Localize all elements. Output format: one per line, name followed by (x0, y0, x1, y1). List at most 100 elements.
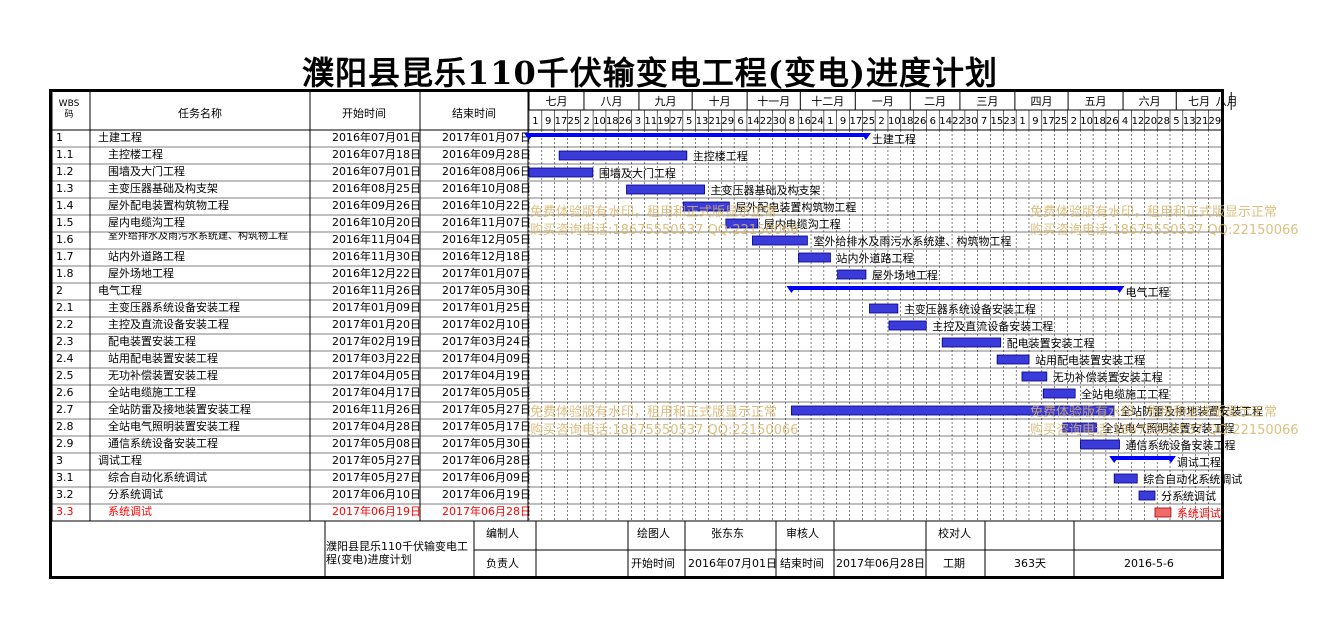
bar-label: 无功补偿装置安装工程 (1053, 370, 1163, 384)
day-label: 9 (840, 116, 846, 127)
footer-date: 2016-5-6 (1124, 557, 1174, 570)
bar-label: 调试工程 (1177, 456, 1221, 469)
task-end-date: 2017年04月09日 (442, 352, 531, 365)
day-label: 10 (1080, 116, 1093, 127)
task-wbs: 1.3 (56, 182, 74, 195)
day-label: 22 (952, 116, 965, 127)
day-label: 9 (545, 116, 551, 127)
footer-duration: 363天 (1014, 557, 1046, 570)
task-bar (941, 337, 1002, 348)
header-task-name: 任务名称 (178, 107, 222, 120)
footer-reviewer-label: 审核人 (786, 527, 819, 540)
task-start-date: 2017年03月22日 (332, 352, 421, 365)
task-start-date: 2016年10月20日 (332, 216, 421, 229)
task-wbs: 1.1 (56, 148, 74, 161)
bar-label: 站内外道路工程 (836, 251, 913, 265)
day-label: 13 (696, 116, 709, 127)
task-name: 配电装置安装工程 (108, 335, 196, 348)
task-wbs: 2.7 (56, 403, 74, 416)
watermark-1: 免费体验版有水印，租用和正式版显示正常 (530, 205, 778, 220)
task-end-date: 2017年01月07日 (442, 267, 531, 280)
day-label: 23 (1003, 116, 1016, 127)
task-end-date: 2016年11月07日 (442, 216, 531, 229)
task-start-date: 2016年07月18日 (332, 148, 421, 161)
day-label: 18 (606, 116, 619, 127)
bar-label: 站用配电装置安装工程 (1035, 353, 1145, 367)
day-label: 1 (1019, 116, 1025, 127)
day-label: 25 (567, 116, 580, 127)
task-bar (752, 235, 808, 246)
task-start-date: 2017年04月28日 (332, 420, 421, 433)
day-label: 16 (798, 116, 811, 127)
day-label: 24 (811, 116, 824, 127)
month-label: 六月 (1139, 95, 1161, 108)
task-wbs: 1.4 (56, 199, 74, 212)
summary-bar (529, 133, 866, 137)
task-wbs: 1.6 (56, 233, 74, 246)
task-wbs: 2.5 (56, 369, 74, 382)
gantt-frame (49, 89, 1224, 579)
bar-label: 主变压器基础及构支架 (711, 183, 821, 197)
task-name: 主控及直流设备安装工程 (108, 318, 229, 331)
task-name: 主变压器基础及构支架 (108, 182, 218, 195)
month-label: 七月 (545, 95, 567, 108)
task-wbs: 3.3 (56, 505, 74, 518)
day-label: 21 (1196, 116, 1209, 127)
day-label: 28 (1157, 116, 1170, 127)
summary-bar (1114, 456, 1171, 460)
task-name: 站用配电装置安装工程 (108, 352, 218, 365)
task-end-date: 2016年10月08日 (442, 182, 531, 195)
month-label: 五月 (1085, 95, 1107, 108)
task-name: 主控楼工程 (108, 148, 163, 161)
task-name: 调试工程 (98, 454, 142, 467)
day-label: 2 (583, 116, 589, 127)
task-wbs: 2.3 (56, 335, 74, 348)
task-name: 无功补偿装置安装工程 (108, 369, 218, 382)
task-bar (888, 320, 927, 331)
day-label: 12 (1132, 116, 1145, 127)
footer-compiler-label: 编制人 (486, 527, 519, 540)
task-end-date: 2016年09月28日 (442, 148, 531, 161)
day-label: 1 (532, 116, 538, 127)
bar-label: 系统调试 (1177, 507, 1221, 520)
task-end-date: 2017年05月30日 (442, 437, 531, 450)
bar-label: 主控及直流设备安装工程 (932, 319, 1053, 333)
day-label: 14 (939, 116, 952, 127)
task-wbs: 2.8 (56, 420, 74, 433)
month-label: 八月 (600, 95, 622, 108)
day-label: 9 (1032, 116, 1038, 127)
task-bar (869, 303, 899, 314)
day-label: 6 (737, 116, 743, 127)
task-start-date: 2016年09月26日 (332, 199, 421, 212)
bar-label: 屋外配电装置构筑物工程 (735, 200, 856, 214)
task-bar (1080, 439, 1120, 450)
day-label: 25 (1055, 116, 1068, 127)
header-start: 开始时间 (342, 107, 386, 120)
task-name: 通信系统设备安装工程 (108, 437, 218, 450)
day-label: 2 (1071, 116, 1077, 127)
task-bar (1042, 388, 1076, 399)
task-end-date: 2017年03月24日 (442, 335, 531, 348)
task-start-date: 2017年01月20日 (332, 318, 421, 331)
bar-label: 全站电缆施工工程 (1081, 387, 1169, 401)
task-bar (1062, 422, 1097, 433)
bar-label: 屋外场地工程 (872, 268, 938, 282)
task-start-date: 2016年11月04日 (332, 233, 421, 246)
task-end-date: 2017年06月19日 (442, 488, 531, 501)
task-name: 屋内电缆沟工程 (108, 216, 185, 229)
task-wbs: 3 (56, 454, 63, 467)
task-start-date: 2017年06月19日 (332, 505, 421, 518)
day-label: 18 (1093, 116, 1106, 127)
task-bar (725, 218, 759, 229)
month-label: 十月 (709, 94, 731, 108)
task-bar (791, 405, 1115, 416)
task-end-date: 2017年05月05日 (442, 386, 531, 399)
task-wbs: 2.2 (56, 318, 74, 331)
watermark-7: 免费体验版有水印，租用和正式版显示正常 (1030, 405, 1278, 420)
task-wbs: 1.2 (56, 165, 74, 178)
bar-label: 围墙及大门工程 (599, 166, 676, 180)
task-name: 全站电缆施工工程 (108, 386, 196, 399)
day-label: 25 (862, 116, 875, 127)
day-label: 14 (747, 116, 760, 127)
footer-end: 2017年06月28日 (836, 557, 925, 570)
